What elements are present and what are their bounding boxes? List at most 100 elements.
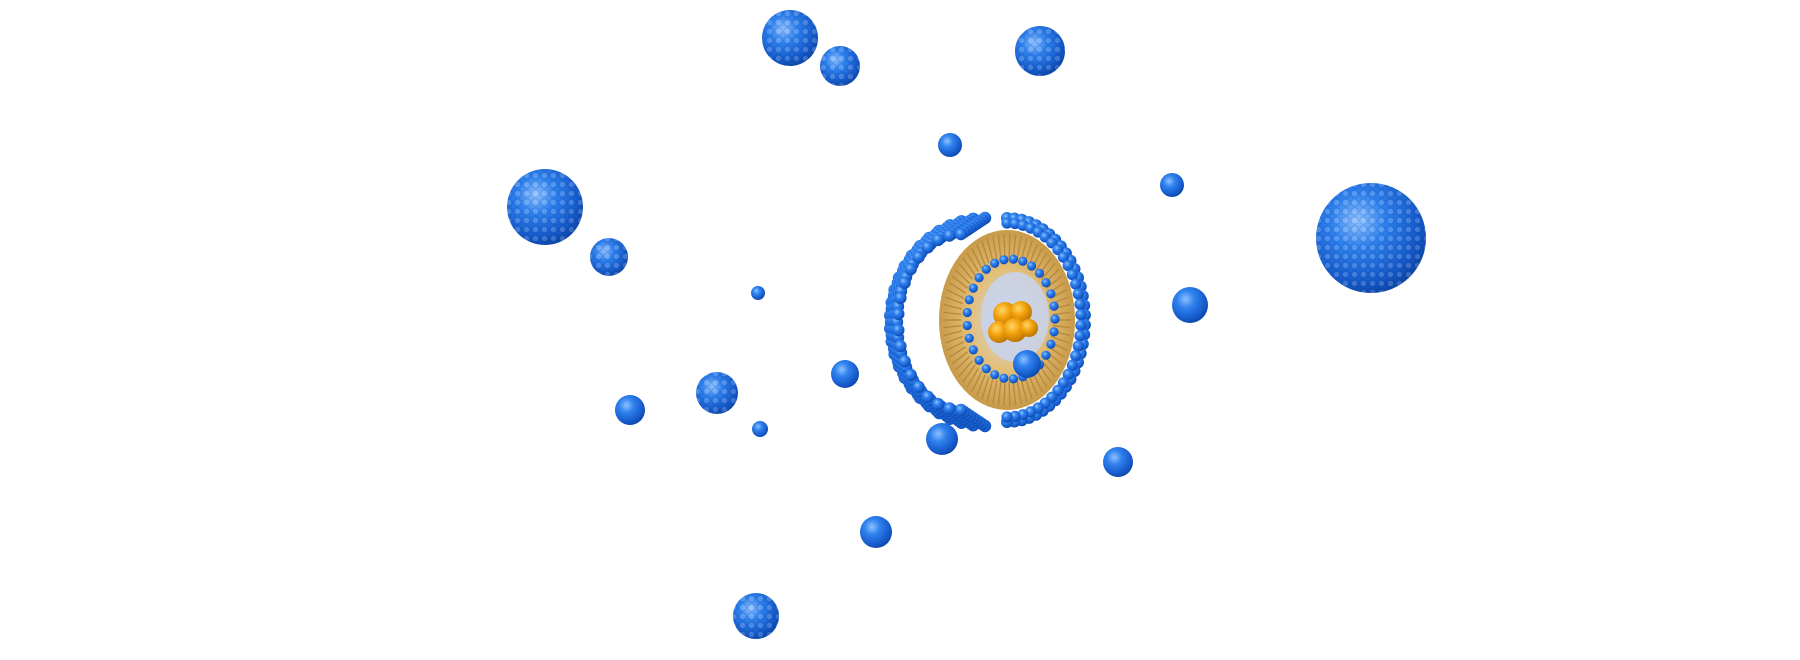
cargo-sphere [1020, 319, 1038, 337]
lipid-head-sphere [964, 295, 974, 305]
sphere-texture [1316, 183, 1426, 293]
lipid-tail [958, 262, 973, 280]
lipid-tail [986, 238, 994, 262]
lipid-tail [997, 234, 1002, 259]
lipid-head-sphere [1075, 309, 1087, 321]
lipid-tail [946, 341, 965, 351]
blue-particle [926, 423, 958, 455]
lipid-head-sphere [943, 402, 956, 415]
sphere-texture [590, 238, 628, 276]
lipid-head-sphere [921, 390, 934, 403]
lipid-tail [971, 247, 983, 269]
lipid-head-sphere [943, 229, 956, 242]
lipid-head-sphere [898, 276, 911, 289]
lipid-head-sphere [904, 262, 917, 276]
lipid-head-sphere [1027, 261, 1037, 271]
lipid-tail [946, 289, 965, 299]
lipid-tail [948, 346, 966, 358]
blue-particle [1160, 173, 1184, 197]
lipid-tail [943, 303, 962, 310]
lipid-head-sphere [954, 403, 968, 417]
sphere-texture [733, 593, 779, 639]
blue-particle [938, 133, 962, 157]
lipid-head-sphere [1062, 260, 1074, 272]
sphere-texture [762, 10, 818, 66]
lipid-head-sphere [1049, 301, 1059, 311]
lipid-head-sphere [1001, 217, 1013, 229]
lipid-tail [962, 257, 976, 276]
lipid-tail [1052, 324, 1071, 329]
lipid-tail [986, 378, 994, 402]
blue-particle [615, 395, 645, 425]
lipid-head-sphere [1008, 374, 1018, 384]
lipid-tail [966, 368, 979, 388]
lipid-tail [943, 324, 962, 329]
lipid-tail [951, 351, 968, 365]
sphere-texture [1015, 26, 1065, 76]
lipid-head-sphere [912, 380, 925, 394]
lipid-head-sphere [904, 368, 917, 382]
lipid-head-sphere [1074, 330, 1086, 342]
lipid-tail [971, 371, 983, 393]
lipid-head-sphere [1034, 268, 1045, 278]
blue-particle [831, 360, 859, 388]
blue-particle [820, 46, 860, 86]
floating-particles [507, 10, 1426, 639]
lipid-tail [1008, 234, 1011, 259]
lipid-tail [1046, 275, 1063, 289]
liposome-cross-section [884, 211, 1091, 433]
sphere-texture [507, 169, 583, 245]
front-particle [1013, 350, 1041, 378]
lipid-head-sphere [981, 264, 991, 274]
drug-cargo-cluster [988, 301, 1038, 343]
lipid-tail [1051, 335, 1069, 344]
lipid-head-sphere [921, 241, 934, 254]
lipid-tail [954, 268, 971, 285]
lipid-head-sphere [974, 273, 984, 283]
lipid-tail [1003, 381, 1006, 406]
lipid-tail [976, 374, 986, 396]
lipid-tail [958, 360, 973, 378]
blue-particle [590, 238, 628, 276]
lipid-tail [1035, 252, 1048, 272]
lipid-tail [966, 252, 979, 272]
lipid-head-sphere [964, 333, 974, 343]
lipid-head-sphere [1066, 269, 1078, 281]
sphere-icon [1103, 447, 1133, 477]
lipid-head-sphere [894, 291, 907, 305]
blue-particle [733, 593, 779, 639]
lipid-head-sphere [892, 323, 905, 337]
lipid-head-sphere [1070, 350, 1082, 362]
lipid-head-sphere [1046, 339, 1056, 349]
blue-particle [1015, 26, 1065, 76]
lipid-head-sphere [892, 307, 905, 321]
lipid-tail [1012, 381, 1017, 406]
lipid-head-sphere [1057, 251, 1069, 263]
lipid-tail [1020, 378, 1028, 402]
lipid-tail [976, 244, 986, 266]
lipid-head-sphere [898, 355, 911, 368]
lipid-tail [943, 311, 962, 316]
sphere-icon [831, 360, 859, 388]
lipid-head-sphere [1072, 340, 1084, 352]
sphere-icon [752, 421, 768, 437]
lipid-tails [943, 234, 1071, 406]
lipid-tail [981, 240, 990, 264]
lipid-head-sphere [999, 373, 1009, 383]
blue-particle [752, 421, 768, 437]
lipid-tail [1016, 380, 1022, 404]
blue-particle [1103, 447, 1133, 477]
lipid-tail [1028, 374, 1038, 396]
lipid-head-sphere [1001, 411, 1013, 423]
lipid-tail [1024, 376, 1033, 400]
lipid-tail [1016, 236, 1022, 260]
lipid-tail [951, 275, 968, 289]
blue-particle [507, 169, 583, 245]
lipid-tail [992, 380, 998, 404]
sphere-texture [820, 46, 860, 86]
lipid-head-sphere [968, 345, 978, 355]
lipid-head-sphere [962, 320, 972, 331]
lipid-head-sphere [1041, 350, 1051, 360]
